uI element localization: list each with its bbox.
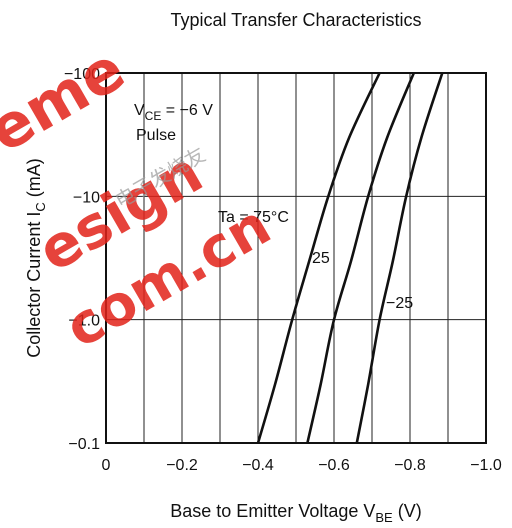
series-curve-1 <box>306 72 416 444</box>
y-axis-label: Collector Current IC (mA) <box>24 158 48 357</box>
plot-frame <box>105 72 487 444</box>
grid <box>106 73 486 443</box>
x-axis-label-unit: (V) <box>393 501 422 521</box>
y-tick-label: −100 <box>64 66 100 83</box>
vce-value: = −6 V <box>161 102 213 119</box>
x-tick-label: −0.2 <box>166 457 198 474</box>
series-curve-2 <box>355 72 444 444</box>
series-label-minus25: −25 <box>386 295 413 312</box>
y-tick-label: −10 <box>73 189 100 206</box>
vce-subscript: CE <box>145 109 162 123</box>
series-label-25: 25 <box>312 250 330 267</box>
tick-labels: 0 −0.2 −0.4 −0.6 −0.8 −1.0 −0.1 −1.0 −10 −100 <box>64 66 502 474</box>
pulse-condition: Pulse <box>136 127 176 144</box>
series-label-75c: Ta = 75°C <box>218 209 289 226</box>
x-axis-label-main: Base to Emitter Voltage V <box>170 501 375 521</box>
y-tick-label: −1.0 <box>68 313 100 330</box>
chart-title: Typical Transfer Characteristics <box>170 10 421 30</box>
y-tick-label: −0.1 <box>68 436 100 453</box>
series-curve-0 <box>256 72 381 444</box>
x-tick-label: −0.4 <box>242 457 274 474</box>
x-axis-label: Base to Emitter Voltage VBE (V) <box>170 501 421 525</box>
curves <box>256 72 444 444</box>
y-axis-label-sub: C <box>33 202 48 211</box>
x-axis-label-sub: BE <box>375 510 393 525</box>
vce-prefix: V <box>134 102 145 119</box>
x-tick-label: −1.0 <box>470 457 502 474</box>
x-tick-label: −0.8 <box>394 457 426 474</box>
x-tick-label: 0 <box>102 457 111 474</box>
y-axis-label-main: Collector Current I <box>24 212 44 358</box>
vce-condition: VCE = −6 V <box>134 102 213 123</box>
x-tick-label: −0.6 <box>318 457 350 474</box>
watermark-line1: eme <box>0 34 137 167</box>
y-axis-label-unit: (mA) <box>24 158 44 202</box>
